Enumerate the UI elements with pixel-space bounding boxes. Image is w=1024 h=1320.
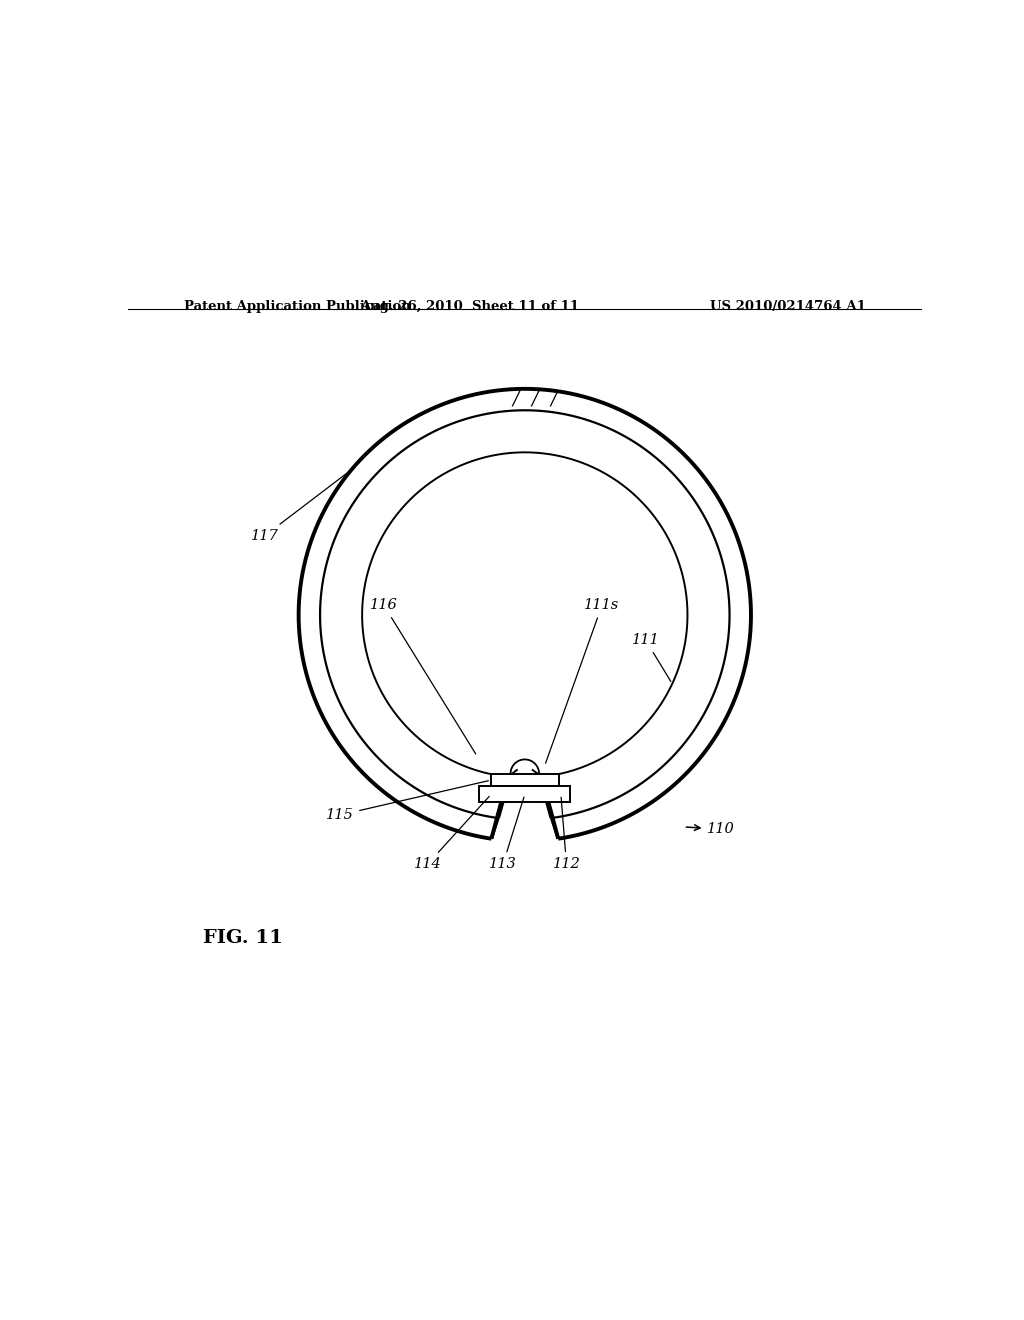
Text: 111: 111	[632, 634, 671, 681]
Text: FIG. 11: FIG. 11	[204, 929, 284, 946]
Text: 112: 112	[553, 797, 581, 871]
Text: 115: 115	[327, 780, 488, 822]
Text: 110: 110	[686, 822, 735, 837]
Text: 113: 113	[489, 797, 524, 871]
Text: /: /	[531, 391, 538, 409]
Text: 111s: 111s	[546, 598, 620, 763]
Bar	[492, 774, 558, 787]
Text: /: /	[512, 391, 518, 409]
Text: 116: 116	[370, 598, 476, 754]
Text: Patent Application Publication: Patent Application Publication	[183, 300, 411, 313]
Text: Aug. 26, 2010  Sheet 11 of 11: Aug. 26, 2010 Sheet 11 of 11	[359, 300, 579, 313]
Bar	[479, 787, 570, 803]
Text: /: /	[550, 391, 556, 409]
Text: 117: 117	[251, 471, 349, 543]
Text: 114: 114	[414, 796, 489, 871]
Text: US 2010/0214764 A1: US 2010/0214764 A1	[711, 300, 866, 313]
